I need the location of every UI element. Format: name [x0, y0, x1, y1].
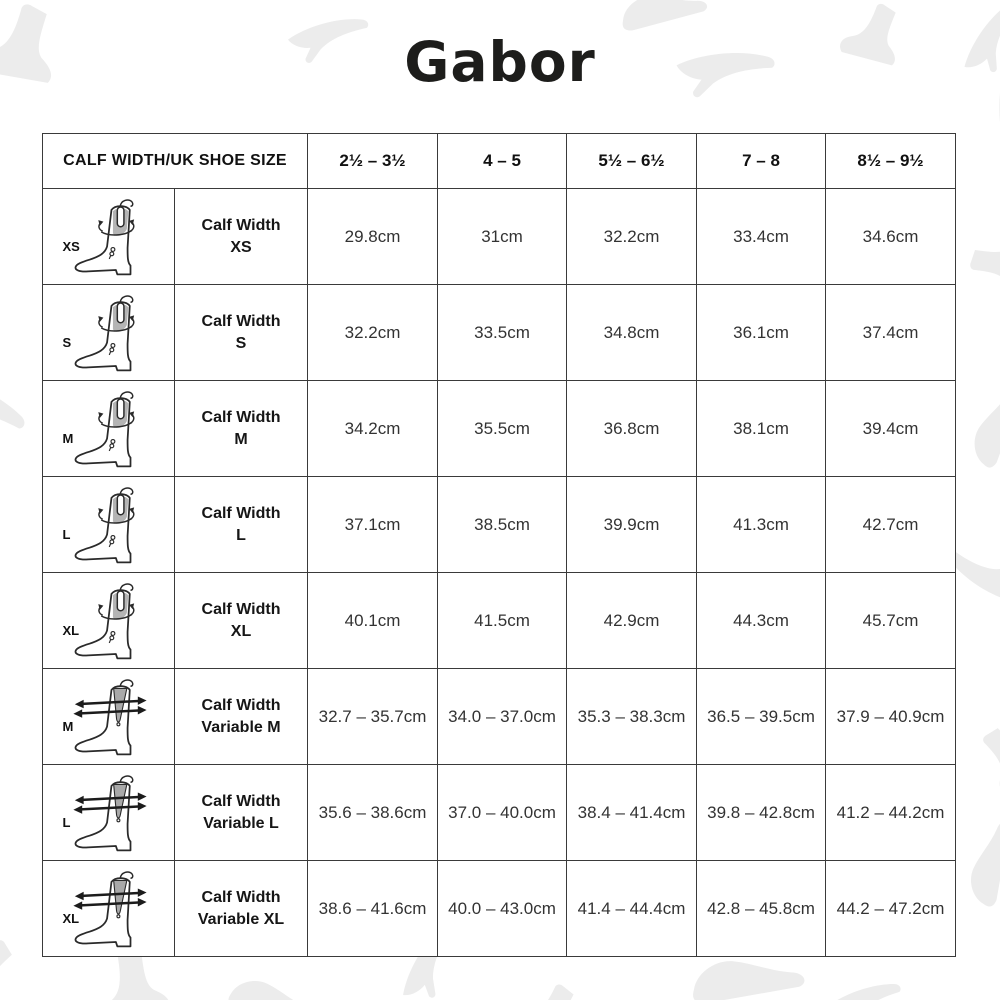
calf-width-value: 42.9cm	[566, 572, 698, 669]
boot-icon-cell: L	[42, 476, 175, 573]
calf-width-value: 34.6cm	[825, 188, 957, 285]
calf-width-value: 38.6 – 41.6cm	[307, 860, 439, 957]
boot-size-tag: M	[62, 718, 74, 734]
row-label: Calf Width XS	[173, 188, 309, 285]
calf-width-value: 37.4cm	[825, 284, 957, 381]
boot-size-tag: M	[62, 430, 74, 446]
table-row: L Calf Width Variable L 35.6 – 38.6cm 37.…	[42, 764, 957, 861]
calf-width-value: 42.7cm	[825, 476, 957, 573]
calf-width-value: 32.2cm	[566, 188, 698, 285]
calf-width-value: 33.4cm	[696, 188, 827, 285]
calf-width-value: 36.1cm	[696, 284, 827, 381]
calf-width-value: 35.3 – 38.3cm	[566, 668, 698, 765]
row-label: Calf Width Variable XL	[173, 860, 309, 957]
boot-icon-cell: XS	[42, 188, 175, 285]
calf-width-value: 41.2 – 44.2cm	[825, 764, 957, 861]
calf-width-value: 36.8cm	[566, 380, 698, 477]
calf-width-value: 38.5cm	[437, 476, 568, 573]
calf-width-rotation-boot-icon	[74, 582, 135, 659]
row-label: Calf Width XL	[173, 572, 309, 669]
calf-width-rotation-boot-icon	[74, 390, 135, 467]
calf-width-value: 41.3cm	[696, 476, 827, 573]
calf-width-variable-boot-icon	[71, 870, 148, 948]
size-column-header: 2½ – 3½	[307, 133, 439, 189]
calf-width-variable-boot-icon	[71, 774, 148, 852]
row-label: Calf Width L	[173, 476, 309, 573]
calf-width-size-table: CALF WIDTH/UK SHOE SIZE 2½ – 3½ 4 – 5 5½…	[41, 133, 957, 957]
calf-width-rotation-boot-icon	[74, 294, 135, 371]
calf-width-value: 32.2cm	[307, 284, 439, 381]
boot-size-tag: XL	[62, 622, 80, 638]
calf-width-variable-boot-icon	[71, 678, 148, 756]
size-column-header: 5½ – 6½	[566, 133, 698, 189]
calf-width-value: 39.4cm	[825, 380, 957, 477]
calf-width-value: 38.1cm	[696, 380, 827, 477]
calf-width-value: 41.5cm	[437, 572, 568, 669]
calf-width-rotation-boot-icon	[74, 198, 135, 275]
boot-size-tag: L	[62, 526, 71, 542]
calf-width-value: 41.4 – 44.4cm	[566, 860, 698, 957]
calf-width-value: 37.0 – 40.0cm	[437, 764, 568, 861]
row-label: Calf Width Variable L	[173, 764, 309, 861]
calf-width-value: 34.0 – 37.0cm	[437, 668, 568, 765]
calf-width-value: 45.7cm	[825, 572, 957, 669]
size-column-header: 7 – 8	[696, 133, 827, 189]
calf-width-value: 44.3cm	[696, 572, 827, 669]
calf-width-value: 39.9cm	[566, 476, 698, 573]
table-row: S Calf Width S 32.2cm 33.5cm 34.8cm 36.1c…	[42, 284, 957, 381]
boot-icon-cell: XL	[42, 572, 175, 669]
table-row: XL Calf Width Variable XL 38.6 – 41.6cm 4…	[42, 860, 957, 957]
calf-width-value: 29.8cm	[307, 188, 439, 285]
calf-width-value: 38.4 – 41.4cm	[566, 764, 698, 861]
table-row: XS Calf Width XS 29.8cm 31cm 32.2cm 33.4c…	[42, 188, 957, 285]
boot-size-tag: XS	[62, 238, 80, 254]
calf-width-value: 34.2cm	[307, 380, 439, 477]
calf-width-value: 31cm	[437, 188, 568, 285]
boot-icon-cell: L	[42, 764, 175, 861]
size-column-header: 4 – 5	[437, 133, 568, 189]
row-label: Calf Width S	[173, 284, 309, 381]
boot-icon-cell: XL	[42, 860, 175, 957]
table-row: M Calf Width Variable M 32.7 – 35.7cm 34.…	[42, 668, 957, 765]
header-row: CALF WIDTH/UK SHOE SIZE 2½ – 3½ 4 – 5 5½…	[41, 133, 957, 189]
calf-width-value: 32.7 – 35.7cm	[307, 668, 439, 765]
calf-width-value: 40.0 – 43.0cm	[437, 860, 568, 957]
gabor-logo: Gabor	[404, 30, 596, 94]
calf-width-value: 40.1cm	[307, 572, 439, 669]
calf-width-value: 44.2 – 47.2cm	[825, 860, 957, 957]
calf-width-value: 42.8 – 45.8cm	[696, 860, 827, 957]
table-row: XL Calf Width XL 40.1cm 41.5cm 42.9cm 44.…	[42, 572, 957, 669]
calf-width-value: 37.1cm	[307, 476, 439, 573]
row-label: Calf Width Variable M	[173, 668, 309, 765]
calf-width-rotation-boot-icon	[74, 486, 135, 563]
table-row: M Calf Width M 34.2cm 35.5cm 36.8cm 38.1c…	[42, 380, 957, 477]
calf-width-value: 37.9 – 40.9cm	[825, 668, 957, 765]
calf-width-value: 39.8 – 42.8cm	[696, 764, 827, 861]
calf-width-value: 33.5cm	[437, 284, 568, 381]
calf-width-value: 34.8cm	[566, 284, 698, 381]
boot-size-tag: XL	[62, 910, 80, 926]
calf-width-value: 35.5cm	[437, 380, 568, 477]
calf-width-value: 36.5 – 39.5cm	[696, 668, 827, 765]
boot-icon-cell: M	[42, 668, 175, 765]
boot-icon-cell: S	[42, 284, 175, 381]
calf-width-value: 35.6 – 38.6cm	[307, 764, 439, 861]
table-row: L Calf Width L 37.1cm 38.5cm 39.9cm 41.3c…	[42, 476, 957, 573]
boot-icon-cell: M	[42, 380, 175, 477]
size-column-header: 8½ – 9½	[825, 133, 957, 189]
row-label: Calf Width M	[173, 380, 309, 477]
boot-size-tag: S	[62, 334, 72, 350]
boot-size-tag: L	[62, 814, 71, 830]
corner-header: CALF WIDTH/UK SHOE SIZE	[41, 133, 309, 189]
